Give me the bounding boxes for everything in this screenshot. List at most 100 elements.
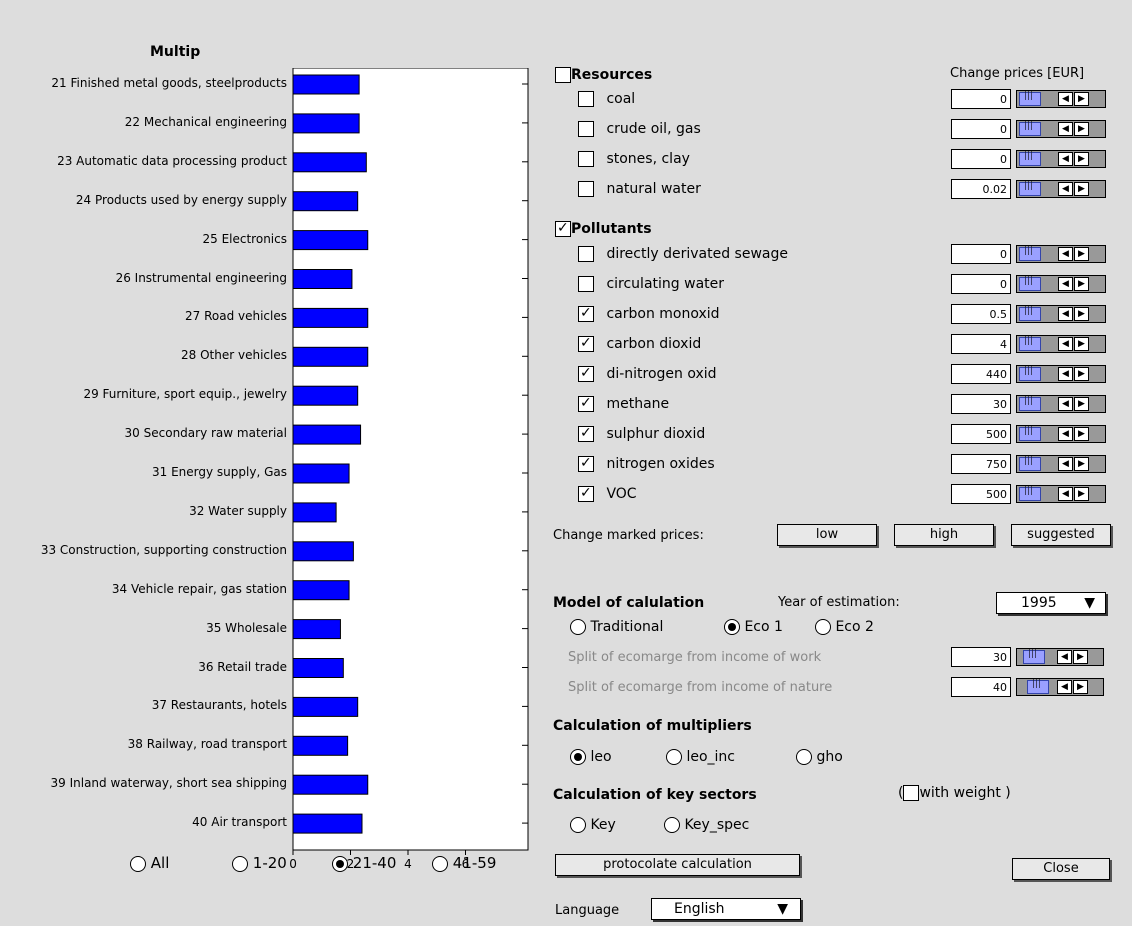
close-button[interactable]: Close: [1012, 858, 1110, 880]
arrow-left-icon[interactable]: ◀: [1058, 122, 1073, 136]
split-nature-slider[interactable]: ◀ ▶: [1016, 678, 1104, 696]
range-radio-21-40[interactable]: 21-40: [332, 854, 396, 872]
arrow-right-icon[interactable]: ▶: [1074, 277, 1089, 291]
pollutants-price-value[interactable]: 0: [951, 274, 1011, 294]
pollutants-price-slider[interactable]: ◀▶: [1016, 335, 1106, 353]
language-dropdown[interactable]: English ▼: [651, 898, 801, 920]
protocolate-calculation-button[interactable]: protocolate calculation: [555, 854, 800, 876]
model-radio-traditional[interactable]: Traditional: [570, 619, 663, 635]
slider-thumb[interactable]: [1019, 456, 1041, 471]
pollutants-row[interactable]: circulating water: [578, 276, 724, 292]
arrow-right-icon[interactable]: ▶: [1073, 650, 1088, 664]
arrow-left-icon[interactable]: ◀: [1058, 182, 1073, 196]
key-radio-key-spec-button[interactable]: [664, 817, 680, 833]
pollutants-price-value[interactable]: 30: [951, 394, 1011, 414]
slider-thumb[interactable]: [1023, 649, 1045, 664]
pollutants-item-checkbox[interactable]: [578, 246, 594, 262]
arrow-right-icon[interactable]: ▶: [1074, 247, 1089, 261]
resources-price-value[interactable]: 0: [951, 149, 1011, 169]
resources-header[interactable]: Resources: [555, 67, 652, 83]
pollutants-price-slider[interactable]: ◀▶: [1016, 365, 1106, 383]
pollutants-price-slider[interactable]: ◀▶: [1016, 455, 1106, 473]
pollutants-price-value[interactable]: 500: [951, 484, 1011, 504]
arrow-left-icon[interactable]: ◀: [1058, 92, 1073, 106]
arrow-right-icon[interactable]: ▶: [1074, 152, 1089, 166]
pollutants-item-checkbox[interactable]: [578, 426, 594, 442]
slider-thumb[interactable]: [1019, 426, 1041, 441]
model-radio-eco2[interactable]: Eco 2: [815, 619, 874, 635]
slider-thumb[interactable]: [1027, 679, 1049, 694]
year-dropdown[interactable]: 1995 ▼: [996, 592, 1106, 614]
high-button[interactable]: high: [894, 524, 994, 546]
pollutants-price-slider[interactable]: ◀▶: [1016, 425, 1106, 443]
resources-item-checkbox[interactable]: [578, 121, 594, 137]
pollutants-checkbox[interactable]: [555, 221, 571, 237]
with-weight-option[interactable]: (with weight ): [898, 785, 1011, 801]
split-work-value[interactable]: 30: [951, 647, 1011, 667]
arrow-right-icon[interactable]: ▶: [1074, 337, 1089, 351]
pollutants-price-slider[interactable]: ◀▶: [1016, 305, 1106, 323]
slider-thumb[interactable]: [1019, 246, 1041, 261]
pollutants-price-slider[interactable]: ◀▶: [1016, 245, 1106, 263]
slider-thumb[interactable]: [1019, 151, 1041, 166]
arrow-left-icon[interactable]: ◀: [1058, 247, 1073, 261]
pollutants-row[interactable]: VOC: [578, 486, 637, 502]
arrow-left-icon[interactable]: ◀: [1058, 457, 1073, 471]
range-radio-all[interactable]: All: [130, 854, 169, 872]
pollutants-row[interactable]: di-nitrogen oxid: [578, 366, 717, 382]
resources-price-value[interactable]: 0.02: [951, 179, 1011, 199]
pollutants-row[interactable]: directly derivated sewage: [578, 246, 788, 262]
arrow-right-icon[interactable]: ▶: [1074, 487, 1089, 501]
pollutants-price-value[interactable]: 0: [951, 244, 1011, 264]
slider-thumb[interactable]: [1019, 486, 1041, 501]
resources-row[interactable]: natural water: [578, 181, 701, 197]
slider-thumb[interactable]: [1019, 181, 1041, 196]
pollutants-price-slider[interactable]: ◀▶: [1016, 275, 1106, 293]
low-button[interactable]: low: [777, 524, 877, 546]
pollutants-price-value[interactable]: 750: [951, 454, 1011, 474]
range-radio-1-20-button[interactable]: [232, 855, 248, 872]
pollutants-price-value[interactable]: 0.5: [951, 304, 1011, 324]
arrow-right-icon[interactable]: ▶: [1074, 307, 1089, 321]
model-radio-eco1[interactable]: Eco 1: [724, 619, 783, 635]
arrow-left-icon[interactable]: ◀: [1058, 427, 1073, 441]
split-nature-value[interactable]: 40: [951, 677, 1011, 697]
arrow-right-icon[interactable]: ▶: [1074, 367, 1089, 381]
mult-radio-gho[interactable]: gho: [796, 749, 843, 765]
model-radio-traditional-button[interactable]: [570, 619, 586, 635]
arrow-left-icon[interactable]: ◀: [1058, 307, 1073, 321]
arrow-right-icon[interactable]: ▶: [1074, 427, 1089, 441]
range-radio-41-59[interactable]: 41-59: [432, 854, 496, 872]
pollutants-price-slider[interactable]: ◀▶: [1016, 395, 1106, 413]
pollutants-item-checkbox[interactable]: [578, 396, 594, 412]
range-radio-41-59-button[interactable]: [432, 855, 448, 872]
split-work-slider[interactable]: ◀ ▶: [1016, 648, 1104, 666]
mult-radio-leo[interactable]: leo: [570, 749, 612, 765]
pollutants-price-slider[interactable]: ◀▶: [1016, 485, 1106, 503]
arrow-left-icon[interactable]: ◀: [1058, 397, 1073, 411]
pollutants-row[interactable]: nitrogen oxides: [578, 456, 715, 472]
slider-thumb[interactable]: [1019, 306, 1041, 321]
arrow-left-icon[interactable]: ◀: [1058, 367, 1073, 381]
resources-price-slider[interactable]: ◀▶: [1016, 180, 1106, 198]
arrow-right-icon[interactable]: ▶: [1074, 457, 1089, 471]
pollutants-item-checkbox[interactable]: [578, 276, 594, 292]
resources-price-slider[interactable]: ◀▶: [1016, 90, 1106, 108]
pollutants-row[interactable]: carbon dioxid: [578, 336, 701, 352]
resources-price-value[interactable]: 0: [951, 89, 1011, 109]
resources-price-slider[interactable]: ◀▶: [1016, 150, 1106, 168]
model-radio-eco1-button[interactable]: [724, 619, 740, 635]
resources-row[interactable]: coal: [578, 91, 635, 107]
mult-radio-leo-inc-button[interactable]: [666, 749, 682, 765]
pollutants-item-checkbox[interactable]: [578, 336, 594, 352]
arrow-right-icon[interactable]: ▶: [1074, 397, 1089, 411]
resources-item-checkbox[interactable]: [578, 151, 594, 167]
suggested-button[interactable]: suggested: [1011, 524, 1111, 546]
slider-thumb[interactable]: [1019, 396, 1041, 411]
range-radio-21-40-button[interactable]: [332, 855, 348, 872]
key-radio-key-spec[interactable]: Key_spec: [664, 817, 749, 833]
range-radio-all-button[interactable]: [130, 855, 146, 872]
pollutants-price-value[interactable]: 440: [951, 364, 1011, 384]
arrow-right-icon[interactable]: ▶: [1074, 182, 1089, 196]
arrow-right-icon[interactable]: ▶: [1074, 92, 1089, 106]
